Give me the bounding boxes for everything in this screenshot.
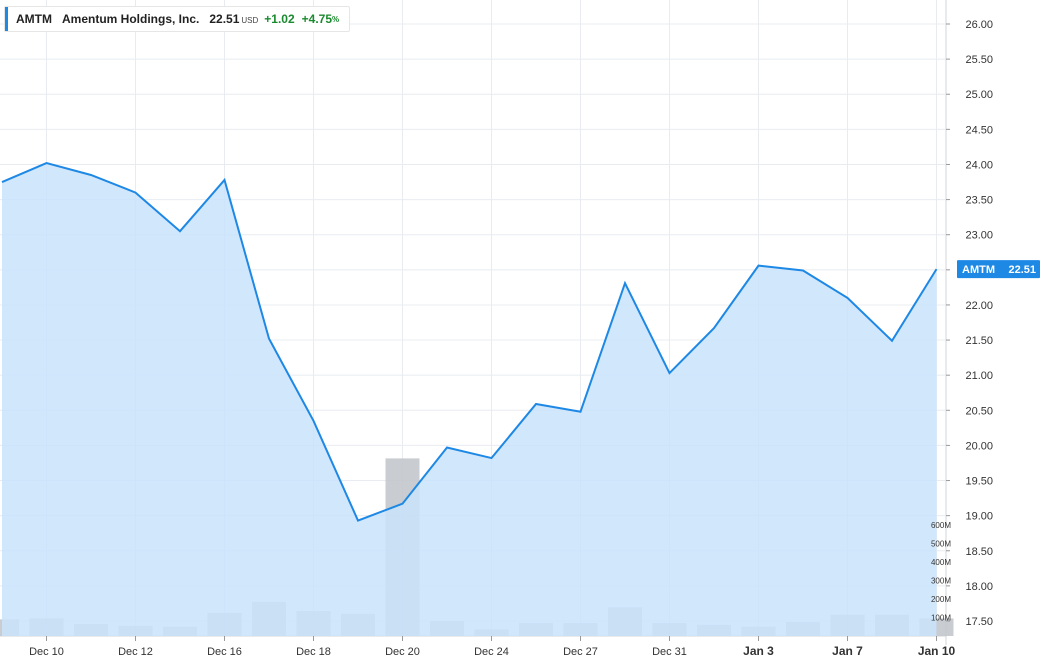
last-price-tag-value: 22.51 <box>1008 264 1036 276</box>
x-tick-label: Dec 12 <box>118 646 153 658</box>
x-tick-label: Dec 27 <box>563 646 598 658</box>
y-tick-label: 21.50 <box>965 335 993 347</box>
x-tick-label: Jan 10 <box>918 644 956 658</box>
price-change: +1.02 <box>264 12 295 26</box>
y-tick-label: 23.00 <box>965 230 993 242</box>
y-tick-label: 24.50 <box>965 124 993 136</box>
percent-change: +4.75 <box>301 12 333 26</box>
price-area-fill <box>2 163 937 636</box>
x-tick-label: Jan 3 <box>743 644 774 658</box>
x-tick-label: Dec 20 <box>385 646 420 658</box>
price-line <box>1 162 938 522</box>
y-tick-label: 26.00 <box>965 19 993 31</box>
currency-label: USD <box>241 15 259 25</box>
x-tick-label: Dec 10 <box>29 646 64 658</box>
percent-sign: % <box>332 14 340 24</box>
y-tick-label: 20.00 <box>965 440 993 452</box>
volume-tick-label: 600M <box>931 521 951 530</box>
last-price-tag <box>957 260 1040 279</box>
y-tick-label: 22.00 <box>965 300 993 312</box>
y-tick-label: 23.50 <box>965 195 993 207</box>
x-tick-label: Dec 16 <box>207 646 242 658</box>
quote-header: AMTM Amentum Holdings, Inc. 22.51 USD +1… <box>4 6 351 32</box>
volume-tick-label: 400M <box>931 558 951 567</box>
y-tick-label: 25.50 <box>965 54 993 66</box>
x-tick-label: Dec 24 <box>474 646 509 658</box>
company-name: Amentum Holdings, Inc. <box>62 12 200 26</box>
y-tick-label: 19.50 <box>965 476 993 488</box>
last-price: 22.51 <box>209 12 240 26</box>
axes: 17.50 18.00 18.50 19.00 19.50 20.00 20.50 21.00… <box>29 19 1040 658</box>
y-tick-label: 18.50 <box>965 546 993 558</box>
y-tick-label: 21.00 <box>965 370 993 382</box>
volume-tick-label: 300M <box>931 577 951 586</box>
y-tick-label: 17.50 <box>965 616 993 628</box>
x-tick-label: Jan 7 <box>832 644 863 658</box>
x-tick-label: Dec 31 <box>652 646 687 658</box>
volume-tick-label: 200M <box>931 595 951 604</box>
y-tick-label: 19.00 <box>965 511 993 523</box>
y-tick-label: 25.00 <box>965 89 993 101</box>
y-tick-label: 20.50 <box>965 405 993 417</box>
last-price-tag-symbol: AMTM <box>962 264 995 276</box>
x-tick-label: Dec 18 <box>296 646 331 658</box>
price-area <box>2 163 937 636</box>
price-line-group <box>1 162 938 522</box>
y-tick-label: 24.00 <box>965 159 993 171</box>
series-color-marker <box>5 7 8 31</box>
ticker-symbol: AMTM <box>16 12 52 26</box>
volume-tick-label: 100M <box>931 614 951 623</box>
volume-tick-label: 500M <box>931 540 951 549</box>
y-tick-label: 18.00 <box>965 581 993 593</box>
